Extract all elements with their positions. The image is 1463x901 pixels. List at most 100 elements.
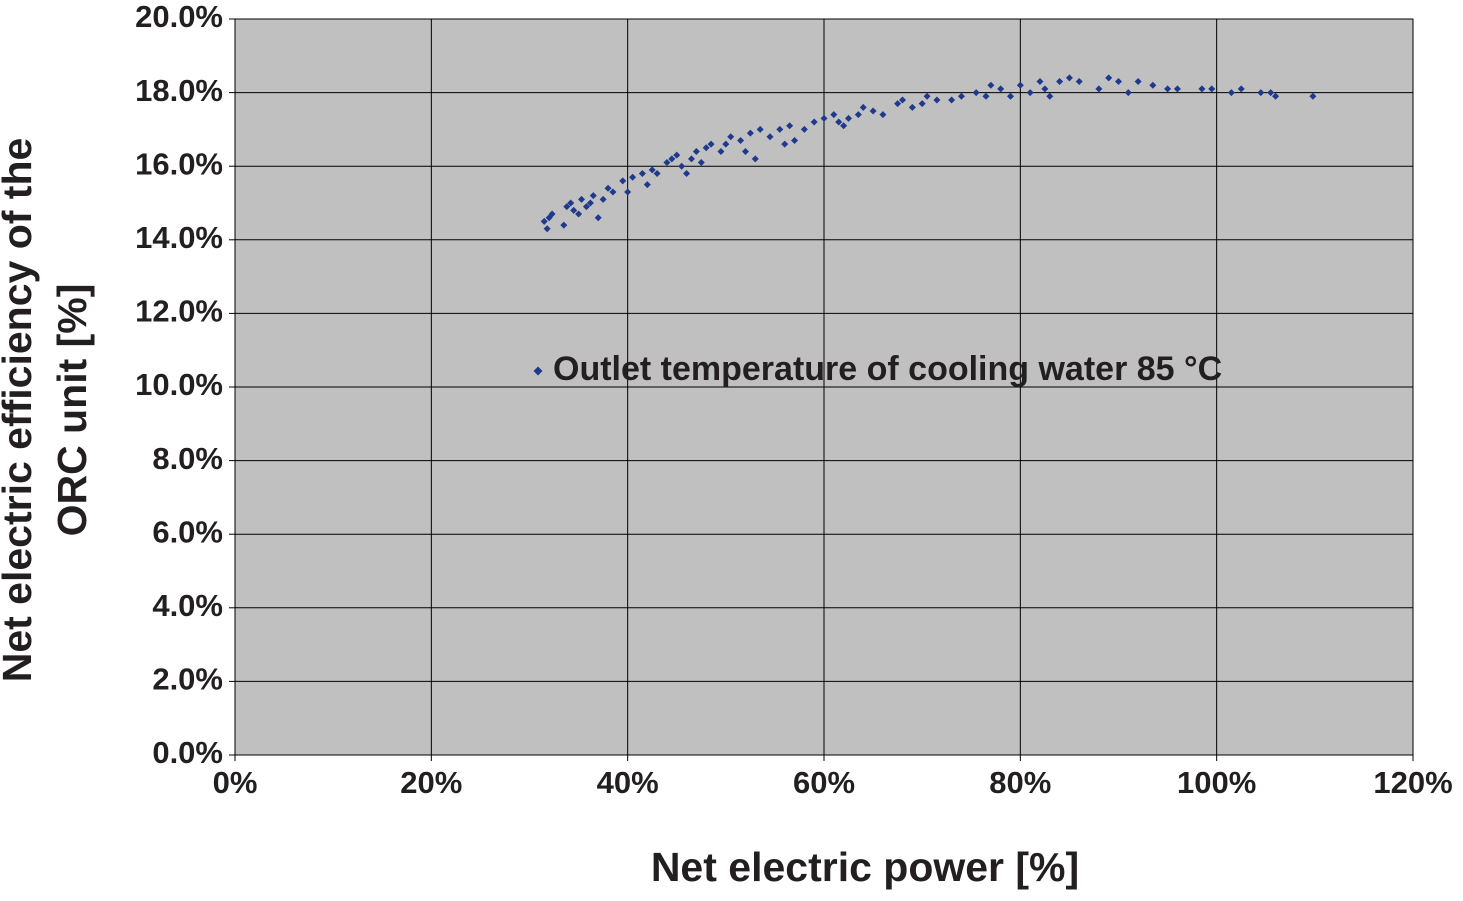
y-tick-label: 8.0% (152, 441, 223, 476)
data-point (933, 96, 941, 104)
data-point (957, 92, 965, 100)
data-point (599, 195, 607, 203)
data-point (737, 136, 745, 144)
data-point (1016, 81, 1024, 89)
data-point (619, 177, 627, 185)
data-point (697, 159, 705, 167)
data-point (830, 111, 838, 119)
data-point (543, 225, 551, 233)
data-point (845, 114, 853, 122)
data-point (918, 100, 926, 108)
data-point (604, 184, 612, 192)
data-point (1272, 92, 1280, 100)
x-tick-label: 80% (989, 765, 1051, 800)
data-point (908, 103, 916, 111)
data-point (791, 136, 799, 144)
data-point (727, 133, 735, 141)
legend-marker (533, 366, 543, 376)
data-point (643, 181, 651, 189)
data-point (1046, 92, 1054, 100)
data-point (899, 96, 907, 104)
data-point (1065, 74, 1073, 82)
data-point (948, 96, 956, 104)
data-point (663, 159, 671, 167)
data-point (548, 210, 556, 218)
y-axis-title: Net electric efficiency of the (0, 138, 40, 683)
data-point (560, 221, 568, 229)
data-point (1173, 85, 1181, 93)
y-tick-label: 6.0% (152, 514, 223, 549)
data-point (810, 118, 818, 126)
data-point (586, 199, 594, 207)
data-point (653, 170, 661, 178)
data-point (1026, 89, 1034, 97)
legend-label: Outlet temperature of cooling water 85 °… (553, 350, 1222, 388)
data-point (972, 89, 980, 97)
data-point (1134, 78, 1142, 86)
data-point (835, 118, 843, 126)
data-point (567, 199, 575, 207)
data-point (668, 155, 676, 163)
y-tick-label: 4.0% (152, 588, 223, 623)
data-point (692, 147, 700, 155)
data-point (800, 125, 808, 133)
data-point (1198, 85, 1206, 93)
data-point (707, 140, 715, 148)
y-tick-label: 20.0% (135, 0, 223, 34)
data-point (624, 188, 632, 196)
data-point (575, 210, 583, 218)
data-point (629, 173, 637, 181)
data-point (722, 140, 730, 148)
data-point (766, 133, 774, 141)
data-point (1208, 85, 1216, 93)
data-point (751, 155, 759, 163)
data-point (859, 103, 867, 111)
data-point (594, 214, 602, 222)
data-point (869, 107, 877, 115)
data-point (1095, 85, 1103, 93)
data-point (840, 122, 848, 130)
data-point (702, 144, 710, 152)
data-point (673, 151, 681, 159)
data-point (741, 147, 749, 155)
data-point (582, 203, 590, 211)
data-point (756, 125, 764, 133)
data-point (1115, 78, 1122, 86)
x-tick-label: 20% (400, 765, 462, 800)
data-point (1007, 92, 1015, 100)
data-point (1075, 78, 1083, 86)
x-tick-label: 40% (597, 765, 659, 800)
data-point (589, 192, 597, 200)
y-tick-label: 16.0% (135, 146, 223, 181)
data-point (746, 129, 754, 137)
data-point (894, 100, 902, 108)
data-point (1257, 89, 1265, 97)
y-tick-label: 18.0% (135, 73, 223, 108)
data-point (820, 114, 828, 122)
data-point (987, 81, 995, 89)
y-tick-label: 12.0% (135, 294, 223, 329)
x-axis-title: Net electric power [%] (651, 844, 1079, 890)
data-point (1309, 92, 1317, 100)
data-point (570, 206, 578, 214)
y-tick-label: 10.0% (135, 367, 223, 402)
data-point (683, 170, 691, 178)
data-point (678, 162, 686, 170)
data-point (776, 125, 784, 133)
data-point (1149, 81, 1157, 89)
data-point (609, 188, 617, 196)
data-point (879, 111, 887, 119)
data-point (1041, 85, 1049, 93)
data-point (1237, 85, 1245, 93)
data-point (687, 155, 695, 163)
data-point (638, 170, 646, 178)
data-point (1164, 85, 1172, 93)
data-point (982, 92, 990, 100)
x-tick-label: 120% (1373, 765, 1452, 800)
data-point (923, 92, 931, 100)
data-point (1036, 78, 1044, 86)
data-point (1105, 74, 1113, 82)
data-point (854, 111, 862, 119)
data-point (540, 217, 548, 225)
x-tick-label: 60% (793, 765, 855, 800)
